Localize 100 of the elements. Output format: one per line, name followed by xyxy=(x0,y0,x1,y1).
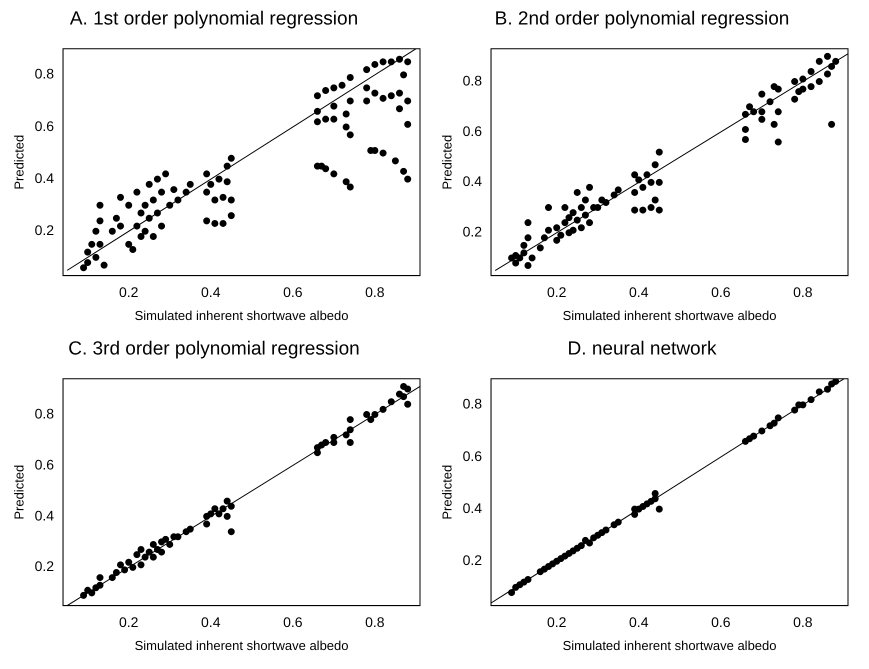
point xyxy=(220,505,227,512)
chart-title: B. 2nd order polynomial regression xyxy=(494,8,790,30)
point xyxy=(121,566,128,574)
y-tick-label: 0.6 xyxy=(34,456,54,472)
y-tick-label: 0.8 xyxy=(34,66,54,82)
point xyxy=(224,498,231,505)
point xyxy=(207,510,214,518)
x-tick-label: 0.8 xyxy=(793,614,813,630)
y-tick-label: 0.6 xyxy=(34,118,54,134)
y-axis-title: Predicted xyxy=(439,134,454,190)
point xyxy=(150,540,157,548)
point xyxy=(824,386,831,393)
point xyxy=(158,548,166,556)
point xyxy=(774,414,782,422)
point xyxy=(346,426,354,434)
x-tick-label: 0.8 xyxy=(365,614,385,630)
x-tick-label: 0.4 xyxy=(201,614,221,630)
point xyxy=(508,589,516,596)
point xyxy=(88,589,96,596)
x-tick-label: 0.2 xyxy=(118,614,139,630)
point xyxy=(832,378,840,385)
y-tick-label: 0.2 xyxy=(34,222,54,238)
point xyxy=(652,490,659,498)
x-tick-label: 0.2 xyxy=(118,284,139,300)
chart-title: D. neural network xyxy=(568,338,717,360)
point xyxy=(80,592,88,599)
y-tick-label: 0.2 xyxy=(34,558,54,574)
x-tick-label: 0.8 xyxy=(365,284,385,300)
point xyxy=(96,582,104,589)
x-tick-label: 0.6 xyxy=(711,614,731,630)
point xyxy=(186,526,194,533)
point xyxy=(203,520,210,528)
point xyxy=(367,416,374,424)
point xyxy=(125,558,132,566)
point xyxy=(750,432,758,440)
point xyxy=(215,510,222,518)
point xyxy=(112,568,120,576)
point xyxy=(400,393,408,400)
y-tick-label: 0.6 xyxy=(462,122,482,139)
point xyxy=(166,540,174,548)
point xyxy=(371,410,378,418)
x-axis-title: Simulated inherent shortwave albedo xyxy=(562,308,776,323)
point xyxy=(602,526,610,534)
y-tick-label: 0.4 xyxy=(462,500,482,516)
point xyxy=(363,410,370,418)
x-axis-title: Simulated inherent shortwave albedo xyxy=(562,638,776,653)
x-tick-label: 0.6 xyxy=(283,614,303,630)
y-tick-label: 0.4 xyxy=(462,173,482,190)
x-tick-label: 0.2 xyxy=(546,614,567,630)
point xyxy=(150,554,157,561)
point xyxy=(614,518,622,526)
point xyxy=(133,551,140,558)
point xyxy=(816,388,823,396)
x-axis-title: Simulated inherent shortwave albedo xyxy=(134,308,348,323)
point xyxy=(346,439,354,446)
x-tick-label: 0.4 xyxy=(629,614,649,630)
point xyxy=(330,439,338,446)
point xyxy=(346,416,354,424)
point xyxy=(578,542,585,550)
point xyxy=(758,427,766,434)
y-tick-label: 0.2 xyxy=(462,224,482,240)
point xyxy=(211,505,218,512)
point xyxy=(224,512,231,520)
y-tick-label: 0.4 xyxy=(34,170,54,186)
point xyxy=(791,406,798,414)
point xyxy=(129,564,136,571)
chart-title: C. 3rd order polynomial regression xyxy=(68,338,360,360)
x-axis-title: Simulated inherent shortwave albedo xyxy=(134,638,348,653)
x-tick-label: 0.4 xyxy=(629,284,649,300)
y-axis-title: Predicted xyxy=(11,134,26,190)
point xyxy=(138,561,145,568)
point xyxy=(586,540,594,547)
x-tick-label: 0.6 xyxy=(283,284,303,300)
point xyxy=(108,574,116,582)
y-tick-label: 0.8 xyxy=(34,405,54,422)
y-axis-title: Predicted xyxy=(439,464,454,520)
x-tick-label: 0.6 xyxy=(711,284,731,300)
point xyxy=(228,528,235,536)
point xyxy=(656,506,663,513)
point xyxy=(96,574,104,582)
point xyxy=(314,449,321,456)
point xyxy=(404,400,412,408)
point xyxy=(162,536,170,543)
point xyxy=(404,385,412,392)
point xyxy=(770,420,778,427)
point xyxy=(380,406,387,413)
y-tick-label: 0.2 xyxy=(462,552,482,568)
point xyxy=(808,396,815,404)
point xyxy=(142,554,149,561)
chart-title: A. 1st order polynomial regression xyxy=(70,8,358,30)
y-tick-label: 0.4 xyxy=(34,507,54,524)
y-axis-title: Predicted xyxy=(11,464,26,520)
point xyxy=(524,576,532,584)
point xyxy=(322,439,330,446)
point xyxy=(388,398,395,406)
x-tick-label: 0.4 xyxy=(201,284,221,300)
y-tick-label: 0.8 xyxy=(462,72,482,88)
y-tick-label: 0.8 xyxy=(462,396,482,412)
y-tick-label: 0.6 xyxy=(462,448,482,464)
x-tick-label: 0.2 xyxy=(546,284,567,300)
